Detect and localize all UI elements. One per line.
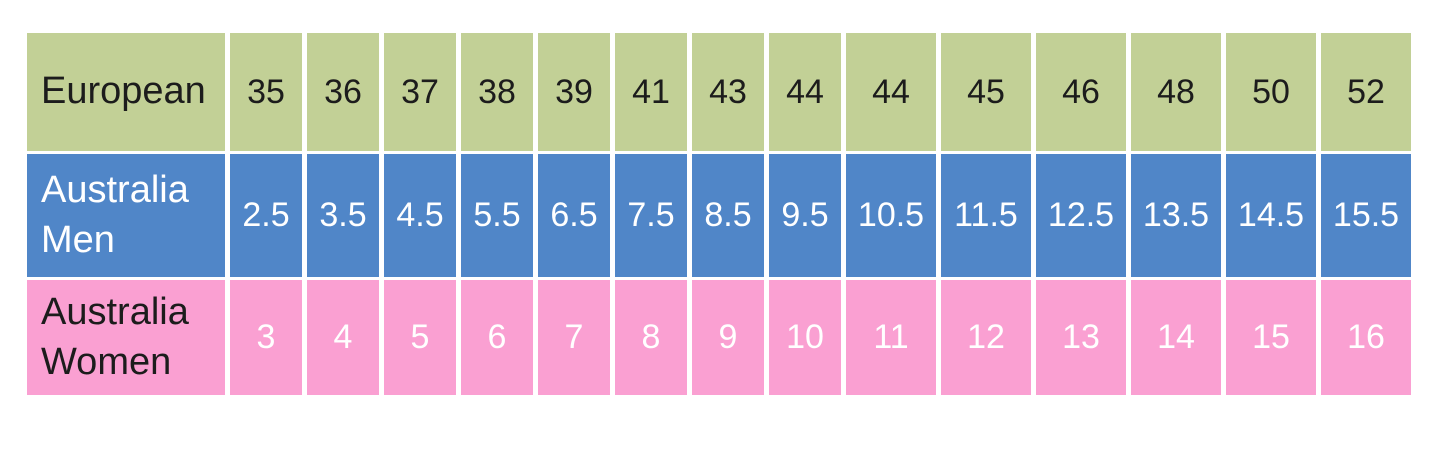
european-size-cell: 44 [846, 33, 936, 151]
australia-men-size-cell: 7.5 [615, 154, 687, 277]
european-size-cell: 46 [1036, 33, 1126, 151]
australia-men-size-cell: 6.5 [538, 154, 610, 277]
shoe-size-conversion-table: European 35 36 37 38 39 41 43 44 44 45 4… [22, 30, 1416, 398]
european-size-cell: 52 [1321, 33, 1411, 151]
european-size-cell: 37 [384, 33, 456, 151]
australia-men-size-cell: 12.5 [1036, 154, 1126, 277]
european-size-cell: 48 [1131, 33, 1221, 151]
australia-men-size-cell: 8.5 [692, 154, 764, 277]
australia-women-size-cell: 13 [1036, 280, 1126, 395]
table-row-australia-women: Australia Women 3 4 5 6 7 8 9 10 11 12 1… [27, 280, 1411, 395]
european-size-cell: 45 [941, 33, 1031, 151]
australia-men-size-cell: 4.5 [384, 154, 456, 277]
australia-women-size-cell: 3 [230, 280, 302, 395]
australia-men-size-cell: 9.5 [769, 154, 841, 277]
australia-men-size-cell: 3.5 [307, 154, 379, 277]
australia-women-size-cell: 15 [1226, 280, 1316, 395]
european-size-cell: 39 [538, 33, 610, 151]
australia-women-size-cell: 7 [538, 280, 610, 395]
row-label-australia-men: Australia Men [27, 154, 225, 277]
australia-women-size-cell: 8 [615, 280, 687, 395]
australia-men-size-cell: 2.5 [230, 154, 302, 277]
australia-women-size-cell: 9 [692, 280, 764, 395]
australia-men-size-cell: 14.5 [1226, 154, 1316, 277]
australia-women-size-cell: 4 [307, 280, 379, 395]
australia-women-size-cell: 6 [461, 280, 533, 395]
table-row-australia-men: Australia Men 2.5 3.5 4.5 5.5 6.5 7.5 8.… [27, 154, 1411, 277]
australia-men-size-cell: 13.5 [1131, 154, 1221, 277]
european-size-cell: 50 [1226, 33, 1316, 151]
european-size-cell: 35 [230, 33, 302, 151]
australia-women-size-cell: 16 [1321, 280, 1411, 395]
european-size-cell: 41 [615, 33, 687, 151]
australia-women-size-cell: 14 [1131, 280, 1221, 395]
row-label-australia-women: Australia Women [27, 280, 225, 395]
australia-men-size-cell: 11.5 [941, 154, 1031, 277]
australia-women-size-cell: 11 [846, 280, 936, 395]
australia-women-size-cell: 5 [384, 280, 456, 395]
european-size-cell: 36 [307, 33, 379, 151]
european-size-cell: 38 [461, 33, 533, 151]
australia-men-size-cell: 15.5 [1321, 154, 1411, 277]
european-size-cell: 44 [769, 33, 841, 151]
australia-women-size-cell: 10 [769, 280, 841, 395]
european-size-cell: 43 [692, 33, 764, 151]
australia-men-size-cell: 10.5 [846, 154, 936, 277]
row-label-european: European [27, 33, 225, 151]
table-row-european: European 35 36 37 38 39 41 43 44 44 45 4… [27, 33, 1411, 151]
australia-men-size-cell: 5.5 [461, 154, 533, 277]
australia-women-size-cell: 12 [941, 280, 1031, 395]
